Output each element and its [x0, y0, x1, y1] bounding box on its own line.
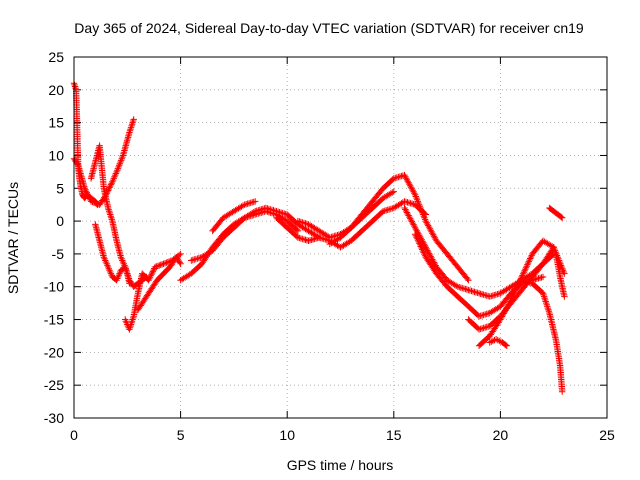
y-tick-label: 20 [48, 82, 64, 98]
series-track-morning-b [188, 204, 323, 264]
x-axis-ticks: 0 5 10 15 20 25 [70, 57, 615, 443]
series-markers [326, 171, 472, 284]
series-track-evening-b [546, 204, 566, 221]
series-track-afternoon-e [486, 336, 510, 349]
series-markers [546, 204, 566, 221]
y-tick-label: -30 [44, 410, 64, 426]
x-axis-label: GPS time / hours [287, 457, 394, 473]
series-markers [209, 198, 259, 235]
y-tick-label: 15 [48, 115, 64, 131]
series-markers [273, 198, 429, 251]
y-tick-label: 0 [56, 213, 64, 229]
series-markers [188, 204, 323, 264]
y-axis-label: SDTVAR / TECUs [5, 182, 21, 294]
series-track-early-d [92, 221, 150, 290]
x-tick-label: 20 [493, 427, 509, 443]
x-tick-label: 15 [386, 427, 402, 443]
series-track-morning-c [209, 198, 259, 235]
series-track-noon-a [273, 198, 429, 251]
chart-title: Day 365 of 2024, Sidereal Day-to-day VTE… [74, 20, 584, 36]
plot-frame [73, 56, 608, 419]
series-markers [518, 277, 566, 395]
y-tick-label: 25 [48, 49, 64, 65]
series-track-evening-a [518, 277, 566, 395]
y-tick-label: 5 [56, 180, 64, 196]
x-tick-label: 0 [70, 427, 78, 443]
y-tick-label: -15 [44, 312, 64, 328]
y-tick-label: -5 [52, 246, 65, 262]
series-track-early-e [122, 250, 184, 333]
x-tick-label: 10 [279, 427, 295, 443]
series-markers [134, 254, 184, 313]
series-markers [552, 250, 568, 300]
y-axis-ticks: -30 -25 -20 -15 -10 -5 0 5 10 15 20 25 [44, 49, 607, 426]
series-markers [92, 221, 150, 290]
y-tick-label: -25 [44, 377, 64, 393]
series-track-noon-c [326, 171, 472, 284]
x-tick-label: 5 [177, 427, 185, 443]
series-track-early-f [134, 254, 184, 313]
y-tick-label: -20 [44, 344, 64, 360]
grid-lines [74, 57, 607, 418]
series-markers [122, 250, 184, 333]
series-track-evening-c [552, 250, 568, 300]
y-tick-label: -10 [44, 279, 64, 295]
y-tick-label: 10 [48, 147, 64, 163]
x-tick-label: 25 [599, 427, 615, 443]
series-markers [486, 336, 510, 349]
